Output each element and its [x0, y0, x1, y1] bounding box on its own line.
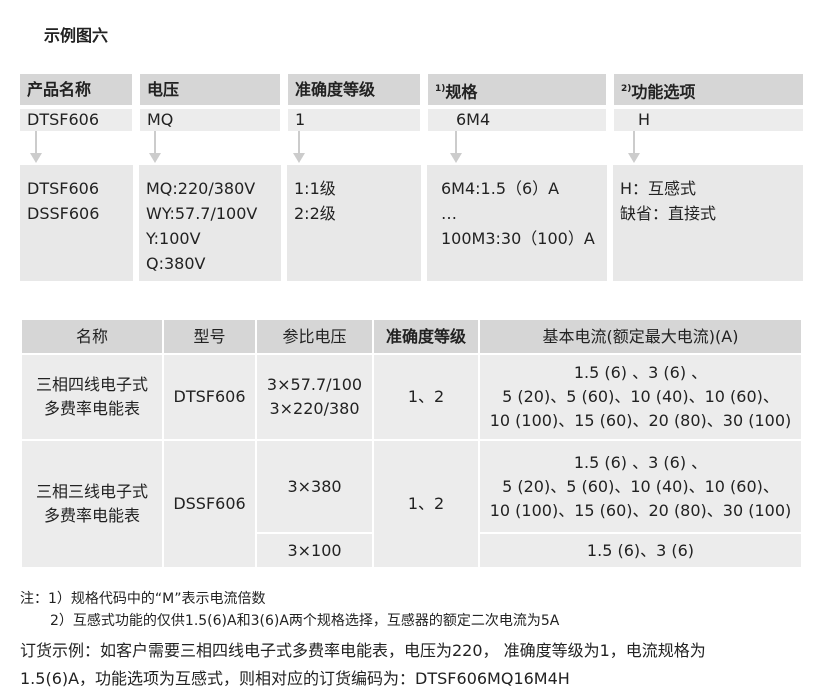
header-product-name: 产品名称 [20, 74, 132, 105]
header-spec: 1)规格 [428, 74, 606, 105]
cell-model: DTSF606 [162, 353, 257, 441]
value-accuracy: 1 [288, 109, 420, 131]
table-row: 3×100 1.5 (6)、3 (6) [21, 532, 803, 569]
spec-table: 名称 型号 参比电压 准确度等级 基本电流(额定最大电流)(A) 三相四线电子式… [20, 318, 803, 569]
cell-current: 1.5 (6)、3 (6) [478, 532, 803, 569]
details-voltage: MQ:220/380V WY:57.7/100V Y:100V Q:380V [139, 165, 281, 281]
cell-name: 三相三线电子式 多费率电能表 [20, 439, 164, 569]
col-name: 名称 [20, 318, 164, 355]
note-1: 注：1）规格代码中的“M”表示电流倍数 [20, 591, 266, 607]
table-row: 三相三线电子式 多费率电能表 DSSF606 3×380 1、2 1.5 (6) … [20, 439, 803, 569]
cell-accuracy: 1、2 [372, 353, 480, 441]
cell-accuracy: 1、2 [372, 439, 480, 569]
note-2: 2）互感式功能的仅供1.5(6)A和3(6)A两个规格选择，互感器的额定二次电流… [50, 613, 560, 629]
value-product-name: DTSF606 [20, 109, 132, 131]
arrow-icon [30, 131, 42, 163]
arrow-icon [628, 131, 640, 163]
details-accuracy: 1:1级 2:2级 [287, 165, 421, 281]
cell-name: 三相四线电子式 多费率电能表 [20, 353, 164, 441]
arrow-icon [149, 131, 161, 163]
order-example: 订货示例：如客户需要三相四线电子式多费率电能表，电压为220， 准确度等级为1，… [20, 641, 706, 688]
section-title: 示例图六 [44, 26, 109, 45]
col-current: 基本电流(额定最大电流)(A) [478, 318, 803, 355]
table-row: 三相四线电子式 多费率电能表 DTSF606 3×57.7/100 3×220/38… [20, 353, 803, 441]
header-function: 2)功能选项 [614, 74, 803, 105]
value-spec: 6M4 [428, 109, 606, 131]
header-accuracy: 准确度等级 [288, 74, 420, 105]
cell-voltage: 3×380 [255, 439, 374, 534]
value-voltage: MQ [140, 109, 280, 131]
details-product-name: DTSF606 DSSF606 [20, 165, 133, 281]
details-spec: 6M4:1.5（6）A… 100M3:30（100）A [427, 165, 607, 281]
notes: 注：1）规格代码中的“M”表示电流倍数 2）互感式功能的仅供1.5(6)A和3(… [20, 588, 559, 632]
col-voltage: 参比电压 [255, 318, 374, 355]
cell-current: 1.5 (6) 、3 (6) 、 5 (20)、5 (60)、10 (40)、10… [478, 353, 803, 441]
arrow-icon [450, 131, 462, 163]
arrow-icon [293, 131, 305, 163]
cell-model: DSSF606 [162, 439, 257, 569]
cell-current: 1.5 (6) 、3 (6) 、 5 (20)、5 (60)、10 (40)、10… [478, 439, 803, 534]
details-function: H：互感式 缺省：直接式 [613, 165, 803, 281]
cell-voltage: 3×100 [255, 532, 374, 569]
col-model: 型号 [162, 318, 257, 355]
header-voltage: 电压 [140, 74, 280, 105]
cell-voltage: 3×57.7/100 3×220/380 [255, 353, 374, 441]
value-function: H [614, 109, 803, 131]
col-accuracy: 准确度等级 [372, 318, 480, 355]
